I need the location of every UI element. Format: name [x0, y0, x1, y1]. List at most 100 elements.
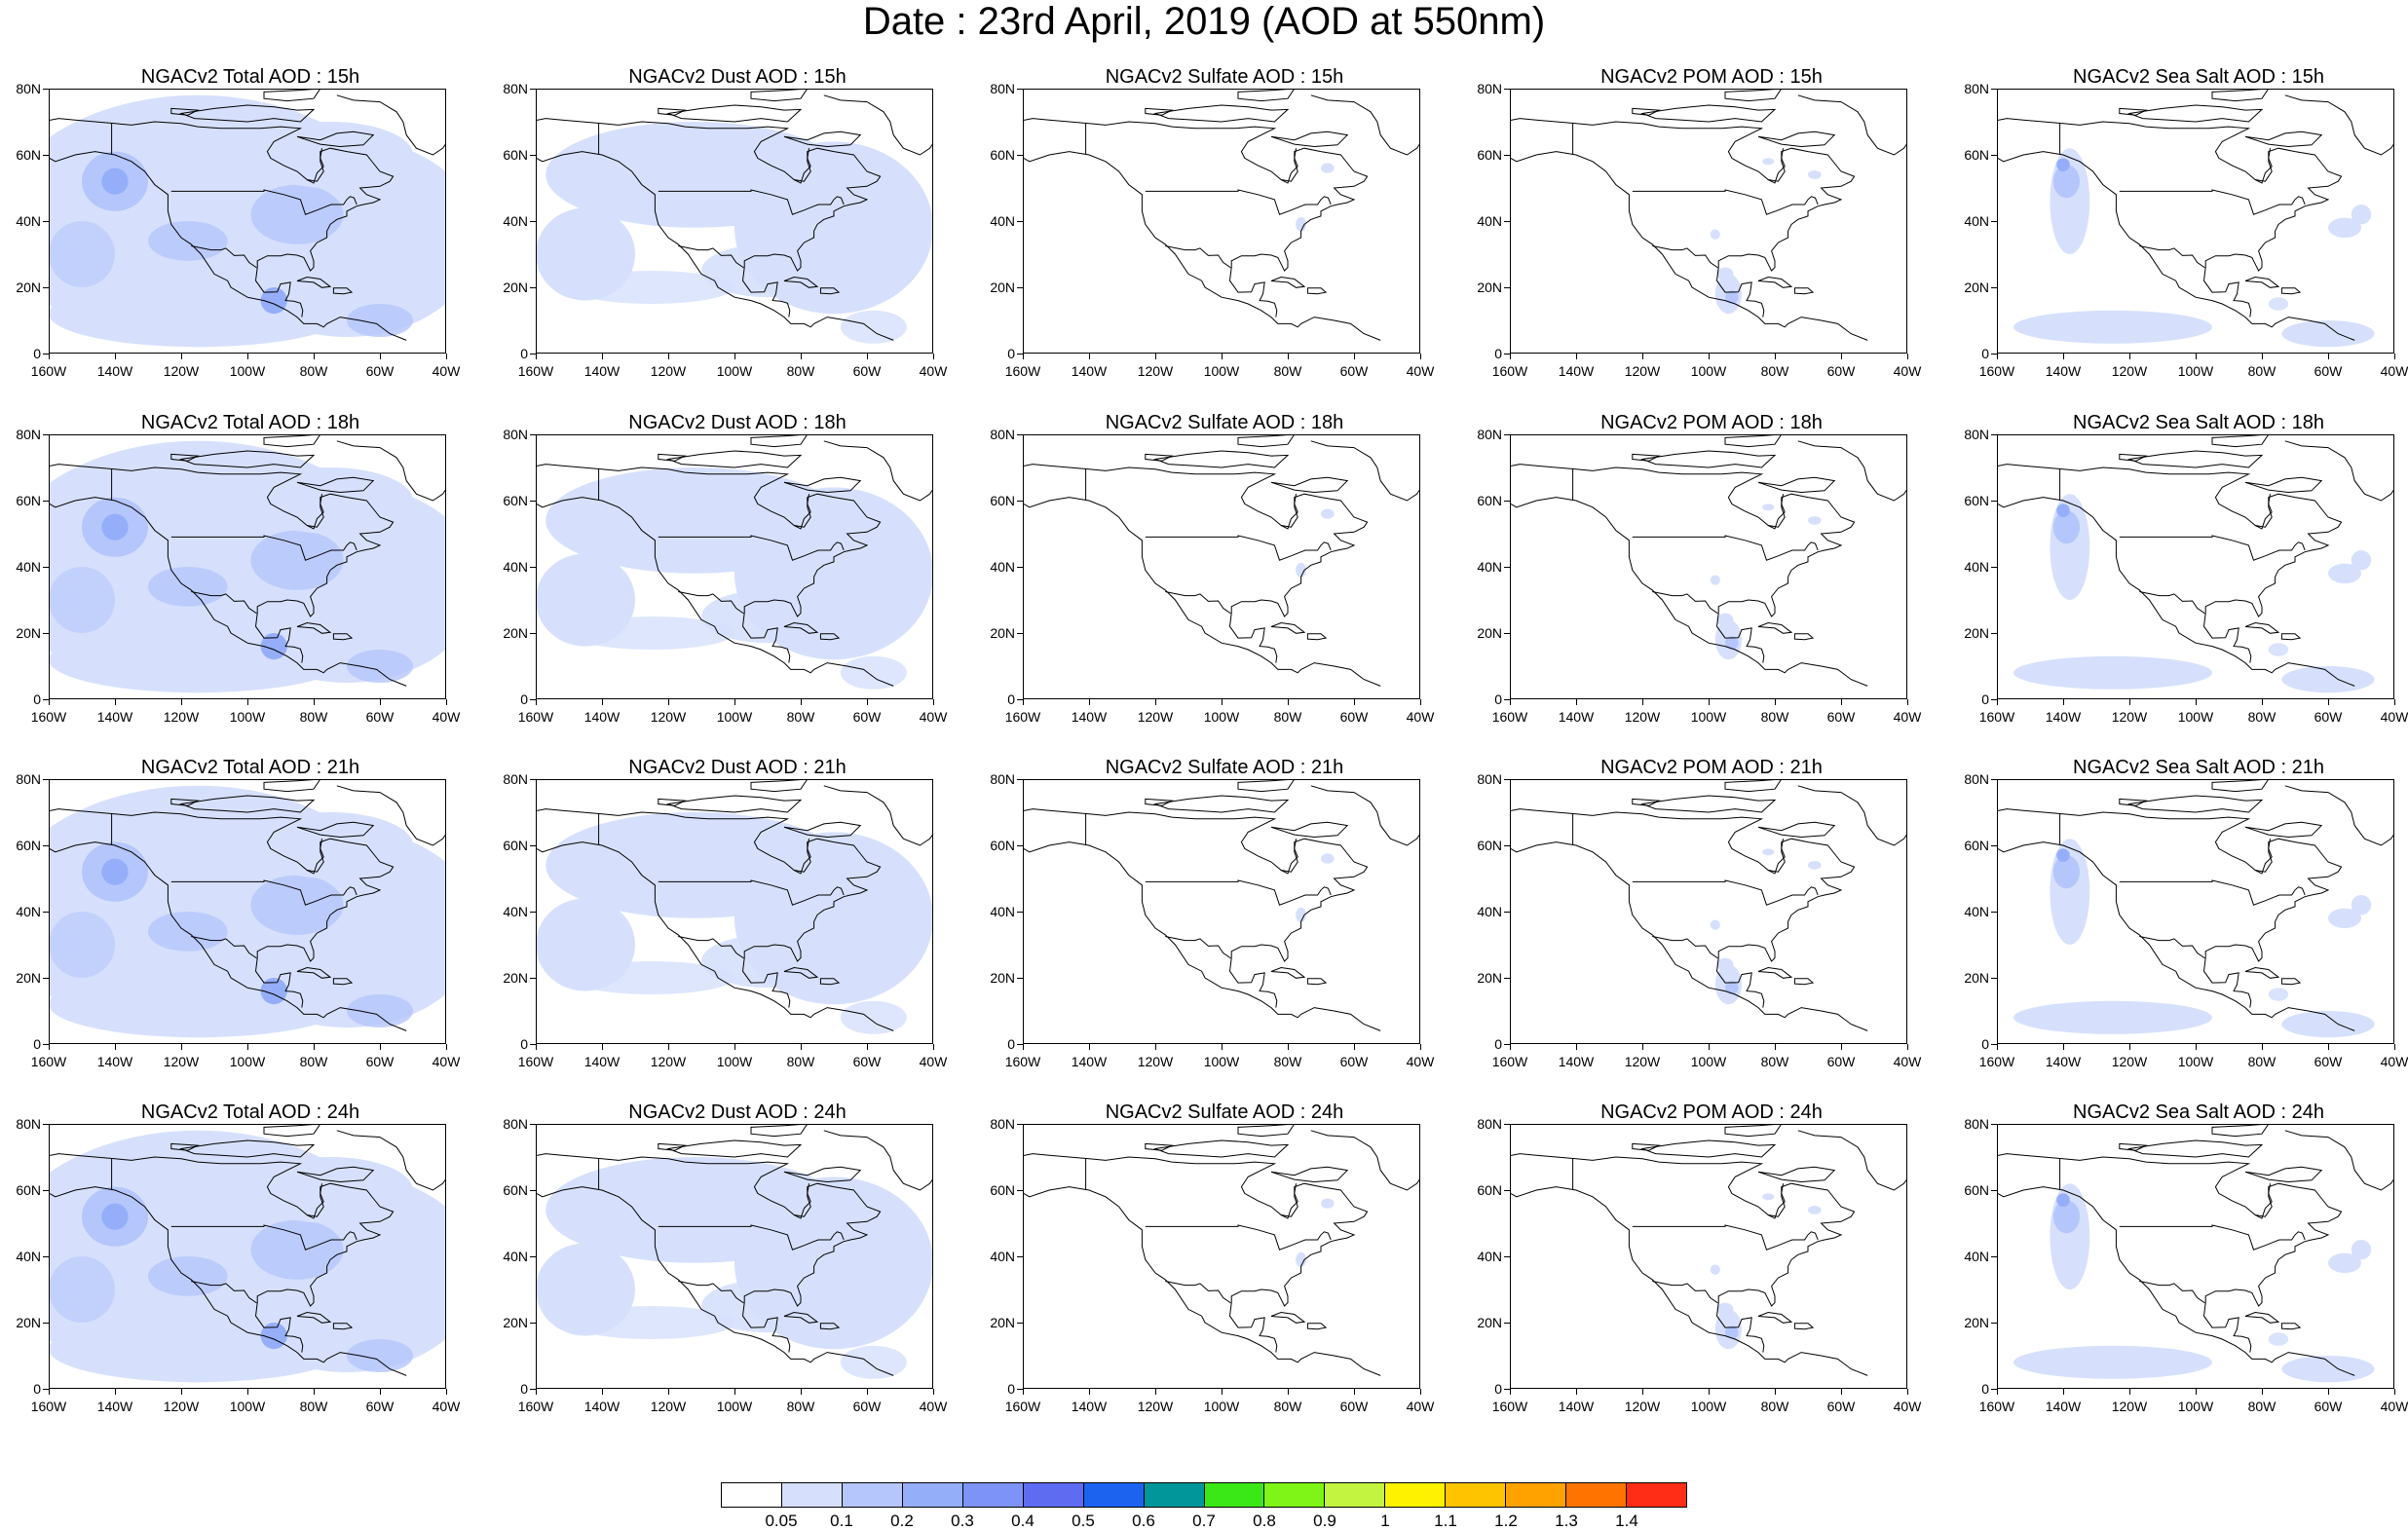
- coastline: [2244, 476, 2323, 494]
- coastline: [741, 1302, 791, 1353]
- coastline: [1632, 879, 1819, 906]
- coastline: [170, 453, 200, 462]
- lat-tick: [530, 1044, 536, 1045]
- lat-tick-label: 0: [520, 1381, 528, 1397]
- aod-shading: [148, 1256, 228, 1296]
- lon-tick-label: 40W: [432, 709, 461, 725]
- aod-map: [1997, 89, 2394, 354]
- lon-tick: [1907, 1389, 1908, 1395]
- lon-tick-label: 100W: [1203, 1399, 1240, 1414]
- lat-tick-label: 40N: [1477, 213, 1502, 229]
- lat-tick-label: 40N: [990, 904, 1015, 919]
- aod-map: [1023, 1124, 1420, 1389]
- lon-tick-label: 120W: [163, 1399, 200, 1414]
- lat-tick: [1504, 699, 1510, 700]
- lon-tick: [446, 1389, 447, 1395]
- lon-tick: [2196, 1389, 2197, 1395]
- lon-tick-label: 60W: [1339, 363, 1369, 379]
- aod-shading: [701, 243, 834, 298]
- coastline: [793, 494, 811, 530]
- lon-tick: [247, 699, 248, 705]
- lat-tick-label: 40N: [503, 213, 528, 229]
- map-canvas: [1023, 89, 1420, 341]
- lat-tick-label: 0: [1981, 1036, 1989, 1052]
- coastline: [2202, 1302, 2252, 1353]
- aod-shading: [347, 994, 413, 1027]
- lat-tick-label: 0: [1007, 346, 1015, 361]
- map-panel: NGACv2 Sulfate AOD : 24h 80N 60N 40N 20N 0 160…: [984, 1101, 1434, 1480]
- lon-tick: [2328, 1044, 2329, 1050]
- coastline: [1145, 107, 1174, 116]
- lon-tick-label: 40W: [1406, 363, 1435, 379]
- lon-tick: [115, 1389, 116, 1395]
- coastline: [1724, 434, 1783, 448]
- coastline: [1997, 841, 2355, 1031]
- panel-title: NGACv2 Dust AOD : 24h: [628, 1102, 847, 1123]
- lon-tick: [49, 354, 50, 359]
- coastline: [1797, 785, 1907, 846]
- coastline: [2244, 821, 2323, 839]
- lon-tick: [380, 1389, 381, 1395]
- lon-tick: [801, 1044, 802, 1050]
- map-panel: NGACv2 POM AOD : 15h 80N 60N 40N 20N 0 160W 140…: [1471, 65, 1921, 445]
- lon-tick: [247, 354, 248, 359]
- map-canvas: [1023, 1124, 1420, 1376]
- map-panel: NGACv2 Sea Salt AOD : 21h 80N 60N 40N 20N 0 16…: [1958, 756, 2408, 1136]
- lon-tick-label: 160W: [517, 363, 554, 379]
- coastline: [2254, 148, 2273, 184]
- lon-tick-label: 120W: [1624, 363, 1661, 379]
- aod-shading: [347, 1339, 413, 1372]
- lat-tick-label: 60N: [16, 838, 41, 853]
- coastline: [306, 494, 324, 530]
- lat-tick-label: 60N: [1477, 838, 1502, 853]
- coastline: [336, 94, 446, 156]
- coastline: [1632, 453, 1661, 462]
- coastline: [1510, 464, 1856, 617]
- lat-tick: [530, 287, 536, 288]
- coastline: [1270, 276, 1306, 288]
- coastline: [49, 497, 407, 687]
- lat-tick: [530, 567, 536, 568]
- lat-tick-label: 60N: [1964, 1182, 1989, 1198]
- lon-tick-label: 120W: [163, 709, 200, 725]
- coastline: [823, 440, 933, 502]
- lon-tick: [668, 699, 669, 705]
- coastline: [678, 936, 744, 959]
- coastline: [2280, 287, 2302, 295]
- aod-shading: [1321, 1198, 1335, 1209]
- coastline: [2202, 613, 2252, 663]
- lon-tick-label: 40W: [1406, 1399, 1435, 1414]
- lon-tick: [2129, 1044, 2130, 1050]
- lat-tick-label: 40N: [1477, 904, 1502, 919]
- lat-tick: [1991, 567, 1997, 568]
- lon-tick-label: 100W: [716, 709, 753, 725]
- lat-tick-label: 60N: [503, 147, 528, 163]
- coastline: [2211, 1124, 2270, 1138]
- lat-tick-label: 0: [1494, 1381, 1502, 1397]
- coastline: [332, 978, 354, 986]
- lon-tick-label: 80W: [299, 709, 328, 725]
- panel-title: NGACv2 Sea Salt AOD : 18h: [2073, 412, 2324, 433]
- lat-tick-label: 0: [1494, 346, 1502, 361]
- lon-tick: [734, 354, 735, 359]
- lon-tick: [1222, 699, 1223, 705]
- lat-tick: [1991, 1124, 1997, 1125]
- lon-tick: [1089, 354, 1090, 359]
- lon-tick-label: 160W: [1978, 1054, 2015, 1069]
- lat-tick: [1504, 1256, 1510, 1257]
- lon-tick: [2063, 1389, 2064, 1395]
- coastline: [1510, 118, 1856, 272]
- lat-tick: [1991, 699, 1997, 700]
- lon-tick-label: 80W: [1760, 363, 1789, 379]
- lon-tick: [1576, 1389, 1577, 1395]
- lat-tick: [1991, 221, 1997, 222]
- lon-tick-label: 40W: [1893, 709, 1922, 725]
- colorbar-label: 0.9: [1313, 1512, 1336, 1530]
- coastline: [1793, 1323, 1815, 1330]
- lat-tick-label: 20N: [1477, 1315, 1502, 1330]
- lon-tick-label: 60W: [1826, 709, 1856, 725]
- lon-tick-label: 100W: [229, 1399, 266, 1414]
- lon-tick: [1023, 354, 1024, 359]
- lat-tick-label: 80N: [1477, 1116, 1502, 1132]
- lon-tick: [602, 1044, 603, 1050]
